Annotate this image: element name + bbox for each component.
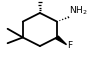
Text: F: F (67, 41, 72, 50)
Text: NH$_2$: NH$_2$ (69, 4, 87, 17)
Polygon shape (55, 36, 66, 45)
